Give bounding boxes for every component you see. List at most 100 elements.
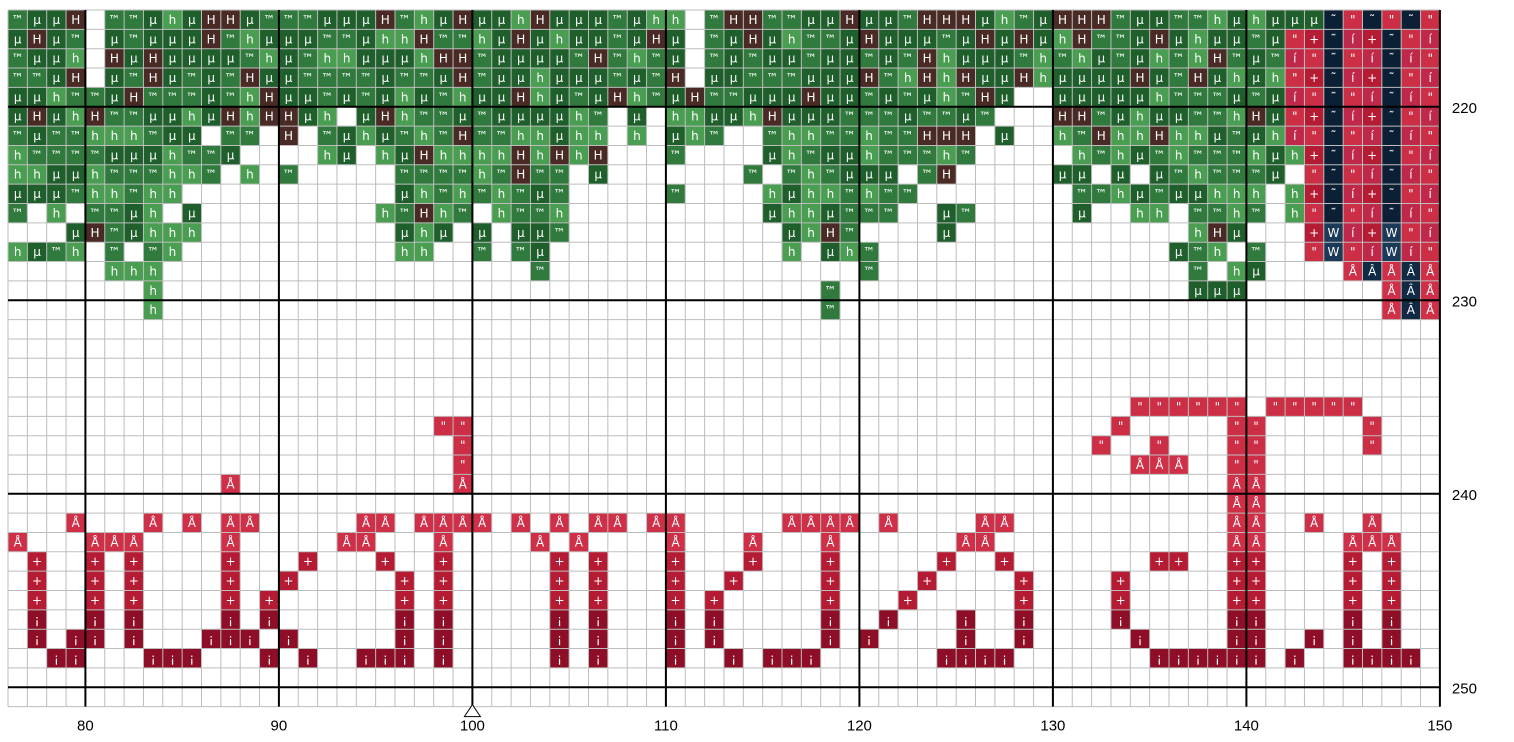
stitch-cell[interactable]: Å [1381, 261, 1402, 281]
stitch-cell[interactable]: ¡ [395, 609, 415, 630]
stitch-cell[interactable]: ™ [1072, 126, 1092, 146]
stitch-cell[interactable]: ¡ [859, 629, 879, 649]
stitch-cell[interactable]: + [1362, 106, 1382, 127]
stitch-cell[interactable]: µ [704, 68, 724, 88]
stitch-cell[interactable]: ™ [956, 145, 976, 165]
stitch-cell[interactable]: µ [1033, 10, 1053, 30]
stitch-cell[interactable]: h [414, 126, 434, 146]
stitch-cell[interactable]: h [143, 300, 163, 320]
stitch-cell[interactable]: µ [956, 29, 976, 49]
stitch-cell[interactable]: ™ [395, 203, 415, 223]
stitch-cell[interactable]: ™ [1246, 164, 1266, 185]
stitch-cell[interactable]: ™ [743, 48, 763, 69]
stitch-cell[interactable]: Å [956, 532, 976, 552]
stitch-cell[interactable]: µ [104, 68, 125, 88]
stitch-cell[interactable]: Å [433, 532, 454, 552]
stitch-cell[interactable]: h [491, 203, 512, 223]
stitch-cell[interactable]: + [1149, 551, 1169, 572]
stitch-cell[interactable]: Å [665, 532, 686, 552]
stitch-cell[interactable]: ™ [124, 29, 144, 49]
stitch-cell[interactable]: µ [956, 106, 976, 127]
stitch-cell[interactable]: h [66, 242, 86, 262]
stitch-cell[interactable]: " [1343, 126, 1363, 146]
stitch-cell[interactable]: " [1343, 242, 1363, 262]
stitch-cell[interactable]: ™ [395, 10, 415, 30]
stitch-cell[interactable]: µ [1149, 164, 1169, 185]
stitch-cell[interactable]: h [143, 261, 163, 281]
stitch-cell[interactable]: ™ [1110, 29, 1131, 49]
stitch-cell[interactable]: ¡ [1149, 648, 1169, 668]
stitch-cell[interactable]: µ [491, 87, 512, 107]
stitch-cell[interactable]: ™ [1169, 87, 1189, 107]
stitch-cell[interactable]: µ [1130, 10, 1150, 30]
stitch-cell[interactable]: µ [782, 184, 802, 204]
stitch-cell[interactable]: í [1362, 126, 1382, 146]
stitch-cell[interactable]: h [1110, 145, 1131, 165]
stitch-cell[interactable]: h [336, 48, 357, 69]
stitch-cell[interactable]: µ [704, 106, 724, 127]
stitch-cell[interactable]: Å [220, 532, 241, 552]
stitch-cell[interactable]: + [994, 551, 1015, 572]
stitch-cell[interactable]: h [453, 145, 473, 165]
stitch-cell[interactable]: + [743, 551, 763, 572]
stitch-cell[interactable]: " [1420, 126, 1440, 146]
stitch-cell[interactable]: µ [182, 126, 202, 146]
stitch-cell[interactable]: ™ [859, 242, 879, 262]
stitch-cell[interactable]: H [124, 87, 144, 107]
stitch-cell[interactable]: + [665, 590, 686, 610]
stitch-cell[interactable]: í [1362, 164, 1382, 185]
stitch-cell[interactable]: " [1227, 397, 1247, 417]
stitch-cell[interactable]: ™ [104, 203, 125, 223]
stitch-cell[interactable]: + [433, 551, 454, 572]
stitch-cell[interactable]: h [801, 126, 821, 146]
stitch-cell[interactable]: í [1401, 87, 1421, 107]
stitch-cell[interactable]: µ [549, 10, 570, 30]
stitch-cell[interactable]: µ [723, 29, 744, 49]
stitch-cell[interactable]: + [820, 590, 841, 610]
stitch-cell[interactable]: h [530, 145, 550, 165]
stitch-cell[interactable]: " [1420, 242, 1440, 262]
stitch-cell[interactable]: ¡ [1343, 609, 1363, 630]
stitch-cell[interactable]: ¡ [994, 648, 1015, 668]
stitch-cell[interactable]: µ [627, 29, 647, 49]
stitch-cell[interactable]: µ [569, 29, 589, 49]
stitch-cell[interactable]: h [433, 203, 454, 223]
stitch-cell[interactable]: ™ [1207, 87, 1228, 107]
stitch-cell[interactable]: µ [1285, 10, 1305, 30]
stitch-cell[interactable]: + [27, 590, 47, 610]
stitch-cell[interactable]: ™ [240, 126, 260, 146]
stitch-cell[interactable]: ™ [646, 87, 666, 107]
stitch-cell[interactable]: h [162, 10, 183, 30]
stitch-cell[interactable]: h [511, 10, 531, 30]
stitch-cell[interactable]: µ [375, 126, 395, 146]
stitch-cell[interactable]: µ [549, 126, 570, 146]
stitch-cell[interactable]: µ [298, 106, 318, 127]
stitch-cell[interactable]: + [85, 590, 105, 610]
stitch-cell[interactable]: µ [665, 126, 686, 146]
stitch-cell[interactable]: ™ [298, 68, 318, 88]
stitch-cell[interactable]: H [143, 48, 163, 69]
stitch-cell[interactable]: h [1130, 203, 1150, 223]
stitch-cell[interactable]: h [1227, 106, 1247, 127]
stitch-cell[interactable]: + [1110, 571, 1131, 591]
stitch-cell[interactable]: µ [162, 126, 183, 146]
stitch-cell[interactable]: + [220, 590, 241, 610]
stitch-cell[interactable]: h [782, 242, 802, 262]
stitch-cell[interactable]: + [395, 590, 415, 610]
stitch-cell[interactable]: ™ [259, 10, 279, 30]
stitch-cell[interactable]: h [8, 242, 28, 262]
stitch-cell[interactable]: ™ [588, 106, 608, 127]
stitch-cell[interactable]: ˜ [1323, 145, 1344, 165]
stitch-cell[interactable]: µ [336, 10, 357, 30]
stitch-cell[interactable]: ¡ [220, 609, 241, 630]
stitch-cell[interactable]: h [491, 145, 512, 165]
stitch-cell[interactable]: µ [936, 203, 957, 223]
stitch-cell[interactable]: H [646, 29, 666, 49]
stitch-cell[interactable]: ™ [143, 242, 163, 262]
stitch-cell[interactable]: ™ [336, 68, 357, 88]
stitch-cell[interactable]: í [1420, 184, 1440, 204]
stitch-cell[interactable]: h [472, 29, 492, 49]
stitch-cell[interactable]: ™ [201, 145, 221, 165]
stitch-cell[interactable]: " [1227, 435, 1247, 456]
stitch-cell[interactable]: " [1130, 397, 1150, 417]
